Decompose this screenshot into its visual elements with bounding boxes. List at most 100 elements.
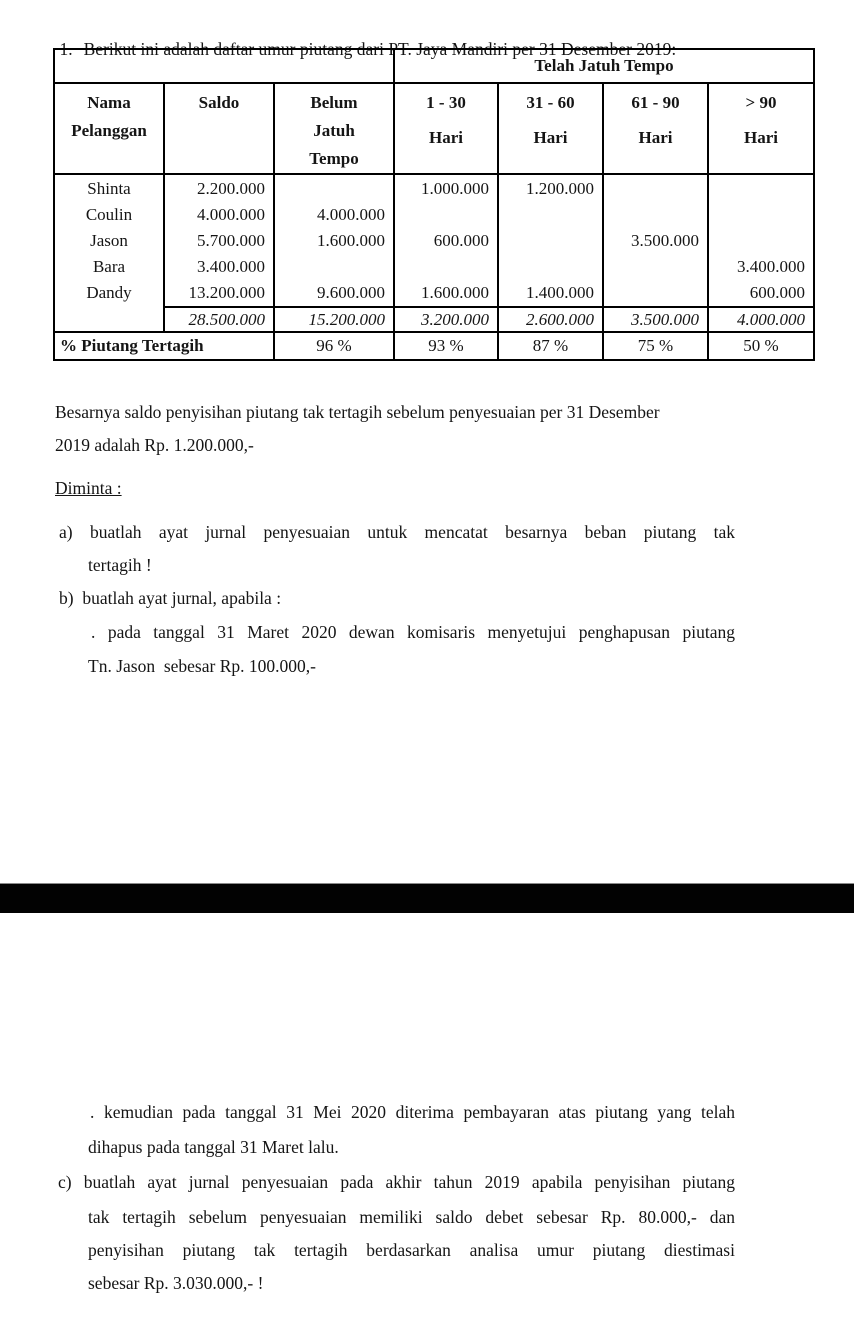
header-line: 61 - 90: [631, 93, 680, 112]
total-over-90: 4.000.000: [707, 306, 815, 333]
amount: 1.200.000: [526, 179, 594, 198]
header-61-90-hari: 61 - 90 Hari: [602, 82, 709, 175]
amount: [276, 254, 392, 280]
amount: 1.400.000: [526, 283, 594, 302]
header-line: Jatuh: [313, 121, 355, 140]
item-b-sub2-line-2: dihapus pada tanggal 31 Maret lalu.: [88, 1137, 339, 1157]
amount: [710, 176, 812, 202]
amount: 3.500.000: [631, 231, 699, 250]
header-line: 1 - 30: [426, 93, 466, 112]
amount: 1.600.000: [317, 231, 385, 250]
header-over-90-hari: > 90 Hari: [707, 82, 815, 175]
total-1-30: 3.200.000: [393, 306, 499, 333]
amount: [605, 280, 706, 305]
amount: [605, 202, 706, 228]
column-header-row: Nama Pelanggan Saldo Belum Jatuh Tempo 1…: [53, 82, 815, 175]
customer-name: Dandy: [86, 283, 132, 302]
amount: 9.600.000: [317, 283, 385, 302]
totals-row: 28.500.000 15.200.000 3.200.000 2.600.00…: [53, 306, 815, 333]
amount: [605, 176, 706, 202]
amount: 1.000.000: [421, 179, 489, 198]
cell-belum-jatuh-tempo: 4.000.000 1.600.000 9.600.000: [273, 173, 395, 308]
header-31-60-hari: 31 - 60 Hari: [497, 82, 604, 175]
header-line: Hari: [744, 128, 778, 147]
item-b-sub1-line-1: . pada tanggal 31 Maret 2020 dewan komis…: [91, 622, 735, 642]
table-spacer-cell: [53, 48, 395, 84]
cell-31-60-hari: 1.200.000 1.400.000: [497, 173, 604, 308]
amount: 3.400.000: [737, 257, 805, 276]
amount: [396, 202, 496, 228]
amount: 600.000: [749, 283, 805, 302]
header-line: Hari: [533, 128, 568, 147]
customer-name: Shinta: [87, 179, 131, 198]
header-line: Tempo: [309, 149, 359, 168]
item-c-line-2: tak tertagih sebelum penyesuaian memilik…: [88, 1207, 735, 1227]
header-1-30-hari: 1 - 30 Hari: [393, 82, 499, 175]
header-line: Pelanggan: [71, 121, 147, 140]
item-b-sub2-line-1: . kemudian pada tanggal 31 Mei 2020 dite…: [90, 1102, 735, 1122]
pct-1-30: 93 %: [393, 331, 499, 361]
pct-61-90: 75 %: [602, 331, 709, 361]
item-a-line-2: tertagih !: [88, 555, 152, 575]
amount: 5.700.000: [197, 231, 265, 250]
amount: [710, 202, 812, 228]
cell-61-90-hari: 3.500.000: [602, 173, 709, 308]
span-header-cell: Telah Jatuh Tempo: [393, 48, 815, 84]
amount: [500, 202, 601, 228]
header-belum-jatuh-tempo: Belum Jatuh Tempo: [273, 82, 395, 175]
item-c-line-1: c) buatlah ayat jurnal penyesuaian pada …: [58, 1172, 735, 1192]
amount: 1.600.000: [421, 283, 489, 302]
amount: [276, 176, 392, 202]
cell-names: Shinta Coulin Jason Bara Dandy: [53, 173, 165, 307]
total-belum: 15.200.000: [273, 306, 395, 333]
amount: 4.000.000: [317, 205, 385, 224]
total-saldo: 28.500.000: [163, 306, 275, 333]
amount: 4.000.000: [197, 205, 265, 224]
amount: 3.400.000: [197, 257, 265, 276]
cell-saldo: 2.200.000 4.000.000 5.700.000 3.400.000 …: [163, 173, 275, 308]
intro-line-2: 2019 adalah Rp. 1.200.000,-: [55, 435, 254, 455]
totals-empty-cell: [53, 307, 165, 333]
diminta-heading: Diminta :: [55, 478, 122, 498]
aging-table: Telah Jatuh Tempo Nama Pelanggan Saldo B…: [53, 48, 815, 361]
item-a-line-1: a) buatlah ayat jurnal penyesuaian untuk…: [59, 522, 735, 542]
item-c-line-4: sebesar Rp. 3.030.000,- !: [88, 1273, 264, 1293]
redaction-bar: [0, 883, 854, 913]
amount: [500, 254, 601, 280]
amount: [396, 254, 496, 280]
header-line: 31 - 60: [526, 93, 575, 112]
header-line: Hari: [429, 128, 463, 147]
span-header-row: Telah Jatuh Tempo: [53, 48, 815, 84]
pct-over-90: 50 %: [707, 331, 815, 361]
total-61-90: 3.500.000: [602, 306, 709, 333]
amount: 600.000: [433, 231, 489, 250]
intro-line-1: Besarnya saldo penyisihan piutang tak te…: [55, 402, 660, 422]
amount: 2.200.000: [197, 179, 265, 198]
pct-belum: 96 %: [273, 331, 395, 361]
item-c-line-3: penyisihan piutang tak tertagih berdasar…: [88, 1240, 735, 1260]
amount: [500, 228, 601, 254]
pct-31-60: 87 %: [497, 331, 604, 361]
cell-over-90-hari: 3.400.000 600.000: [707, 173, 815, 308]
customer-name: Coulin: [85, 205, 133, 224]
customer-name: Bara: [92, 257, 126, 276]
header-line: Saldo: [198, 93, 240, 112]
percent-label: % Piutang Tertagih: [53, 331, 275, 361]
header-line: Belum: [310, 93, 358, 112]
total-31-60: 2.600.000: [497, 306, 604, 333]
amount: [605, 254, 706, 280]
header-line: Hari: [638, 128, 673, 147]
header-nama-pelanggan: Nama Pelanggan: [53, 82, 165, 175]
header-saldo: Saldo: [163, 82, 275, 175]
amount: [710, 228, 812, 254]
percent-row: % Piutang Tertagih 96 % 93 % 87 % 75 % 5…: [53, 331, 815, 361]
cell-1-30-hari: 1.000.000 600.000 1.600.000: [393, 173, 499, 308]
item-b-line-1: b) buatlah ayat jurnal, apabila :: [59, 588, 282, 608]
data-row-block: Shinta Coulin Jason Bara Dandy 2.200.000…: [53, 173, 815, 308]
header-line: > 90: [745, 93, 777, 112]
header-line: Nama: [87, 93, 131, 112]
amount: 13.200.000: [188, 283, 266, 302]
item-b-sub1-line-2: Tn. Jason sebesar Rp. 100.000,-: [88, 656, 316, 676]
customer-name: Jason: [90, 231, 128, 250]
